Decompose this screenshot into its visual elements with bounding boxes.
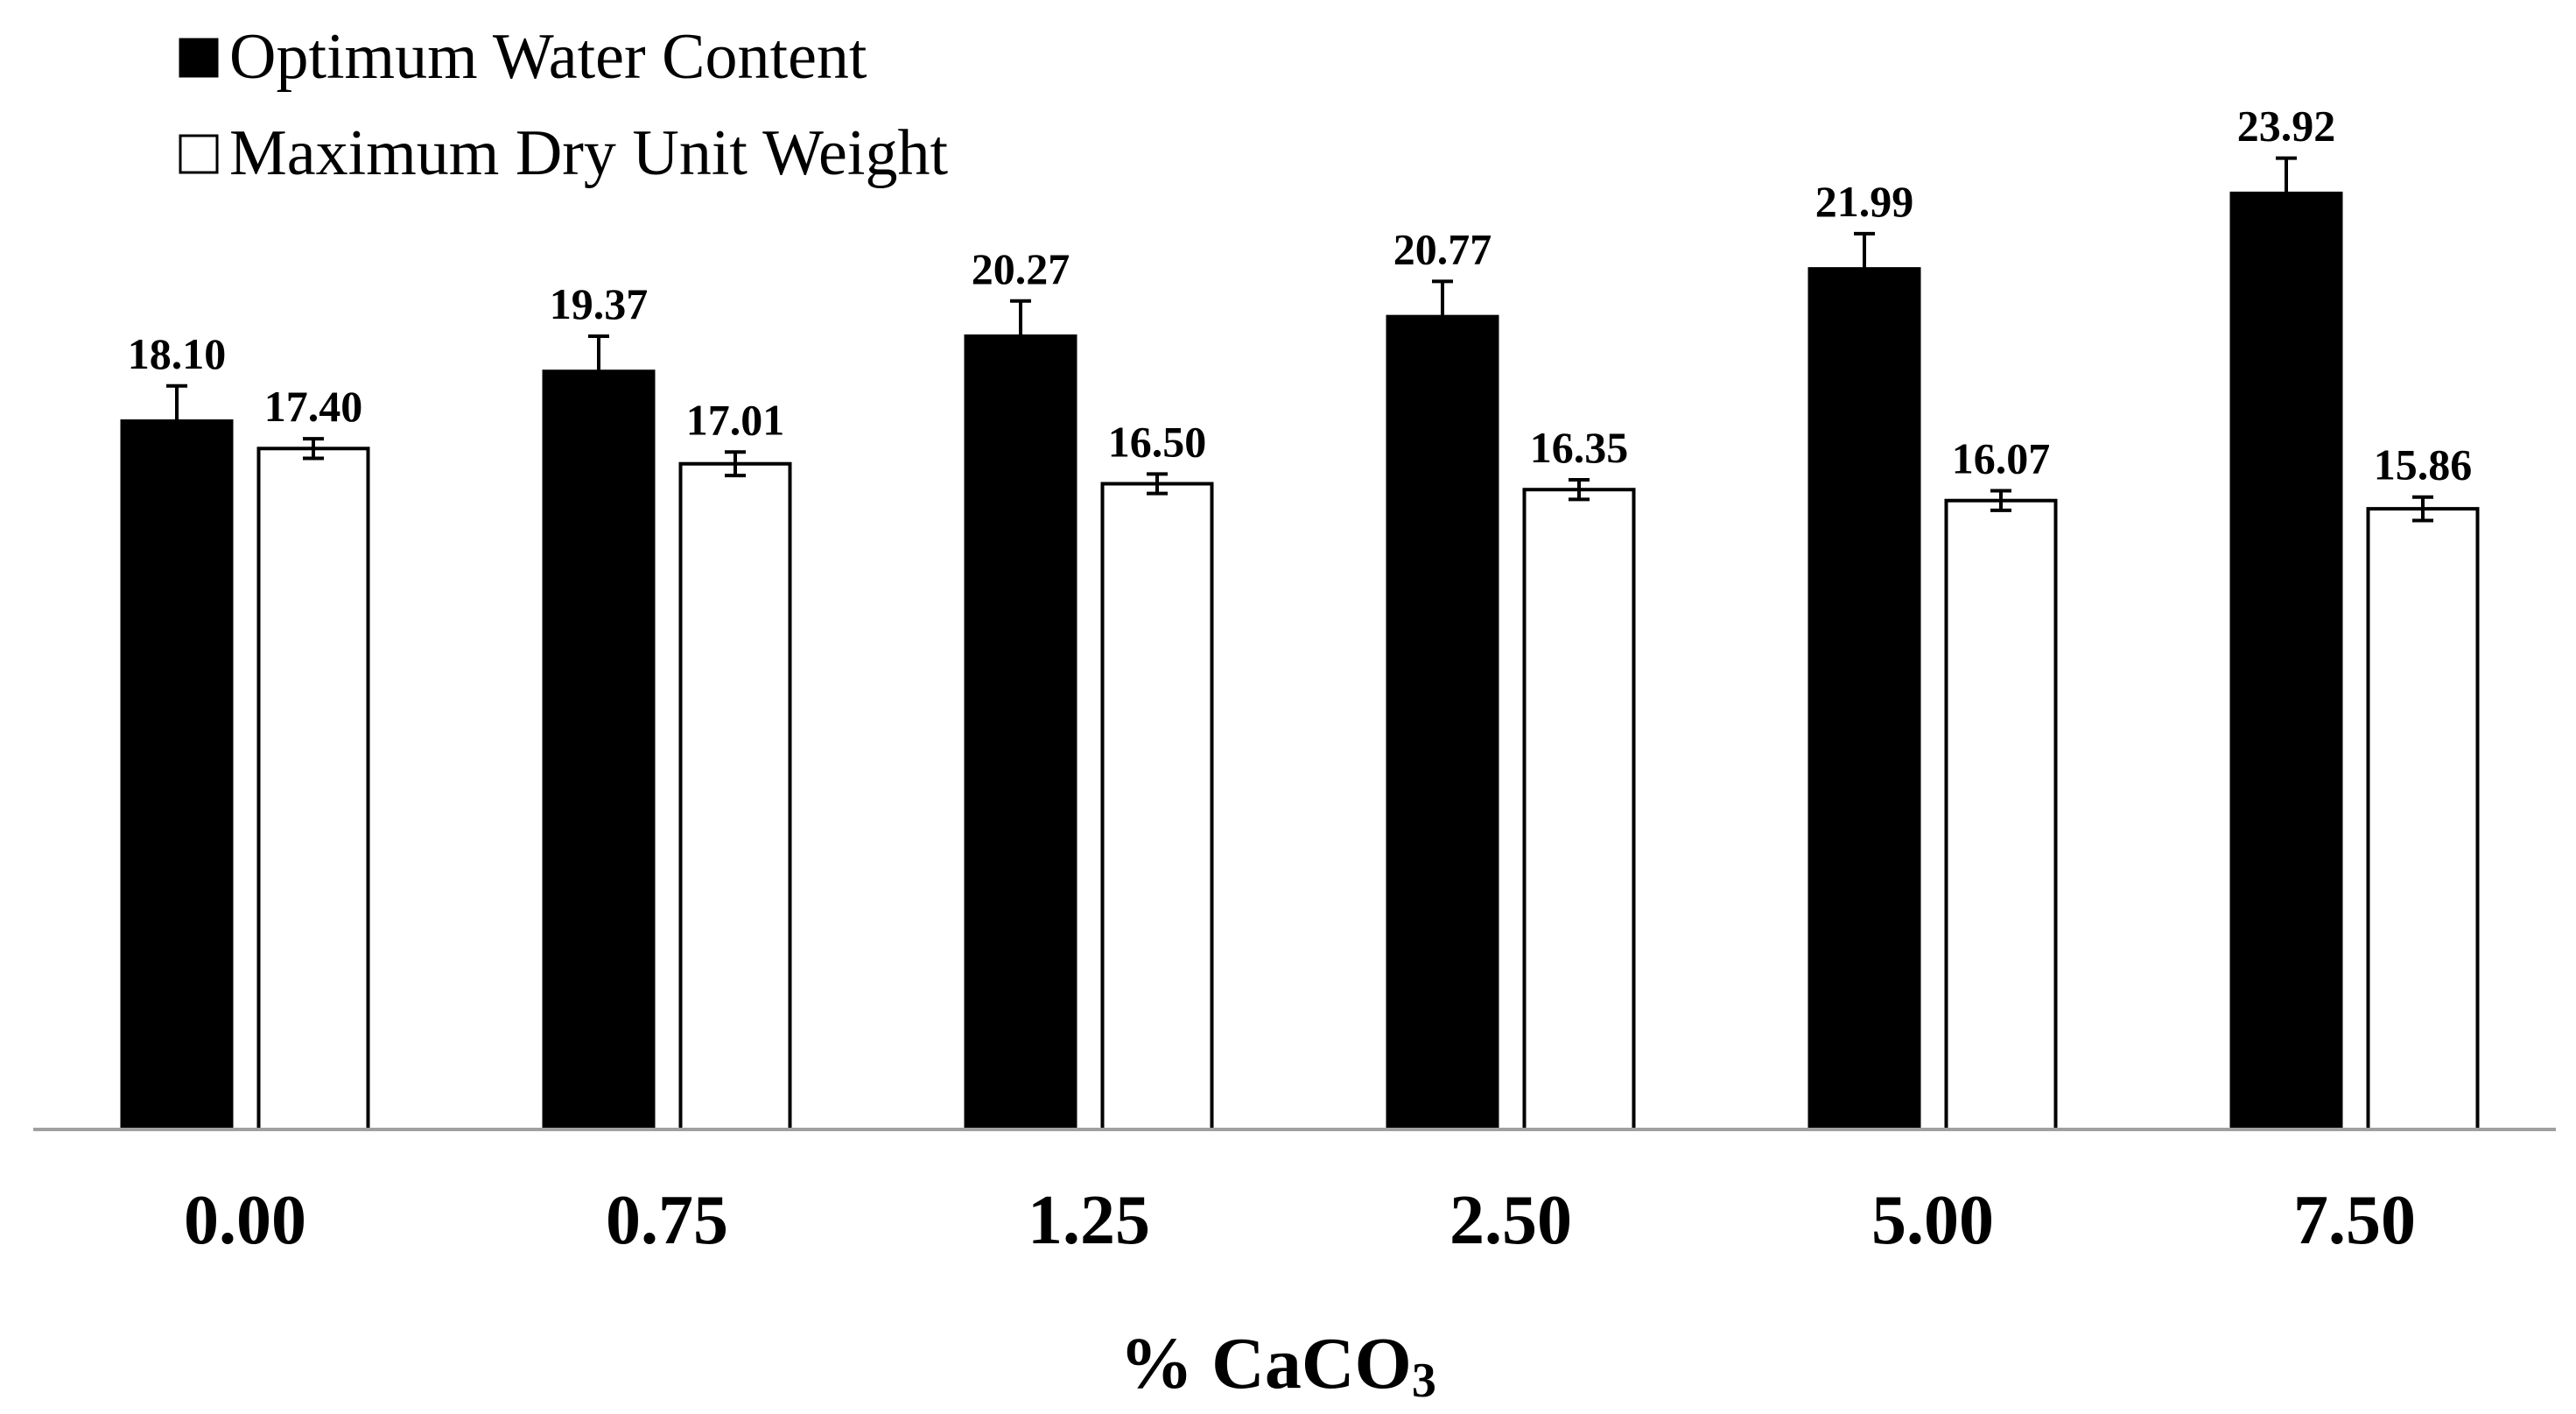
legend-label-maximum-dry-unit-weight: Maximum Dry Unit Weight — [229, 117, 948, 189]
bar-maximum-dry-unit-weight — [256, 447, 370, 1131]
value-label-optimum-water-content: 20.27 — [972, 244, 1070, 293]
value-label-optimum-water-content: 21.99 — [1815, 177, 1914, 226]
x-axis-title-subscript: 3 — [1412, 1354, 1436, 1408]
bar-optimum-water-content — [1807, 267, 1921, 1131]
error-bars-group — [166, 156, 2433, 523]
x-tick-label: 0.75 — [606, 1182, 728, 1259]
value-labels-group: 18.10 17.40 19.37 17.01 20.27 16.50 20.77 16.35… — [128, 102, 2473, 489]
legend-label-optimum-water-content: Optimum Water Content — [229, 21, 867, 93]
legend: Optimum Water Content Maximum Dry Unit W… — [179, 21, 948, 189]
bar-maximum-dry-unit-weight — [1522, 488, 1636, 1131]
x-tick-labels-group: 0.00 0.75 1.25 2.50 5.00 7.50 — [184, 1182, 2416, 1259]
bar-optimum-water-content — [1386, 314, 1499, 1131]
value-label-maximum-dry-unit-weight: 16.35 — [1530, 423, 1629, 472]
value-label-maximum-dry-unit-weight: 16.07 — [1952, 434, 2051, 483]
x-tick-label: 0.00 — [184, 1182, 306, 1259]
bar-optimum-water-content — [2229, 191, 2343, 1131]
value-label-optimum-water-content: 19.37 — [550, 279, 649, 328]
value-label-optimum-water-content: 23.92 — [2237, 102, 2336, 151]
legend-swatch-optimum-water-content — [179, 38, 219, 78]
x-tick-label: 2.50 — [1449, 1182, 1572, 1259]
bar-optimum-water-content — [964, 334, 1077, 1131]
x-axis-title: % CaCO3 — [1120, 1323, 1436, 1408]
value-label-maximum-dry-unit-weight: 16.50 — [1108, 417, 1207, 466]
x-tick-label: 1.25 — [1028, 1182, 1150, 1259]
value-label-optimum-water-content: 18.10 — [128, 329, 227, 378]
value-label-maximum-dry-unit-weight: 17.01 — [686, 395, 785, 444]
x-tick-label: 5.00 — [1871, 1182, 1994, 1259]
bar-optimum-water-content — [542, 369, 656, 1131]
x-axis-title-main: % CaCO — [1120, 1323, 1412, 1404]
bar-maximum-dry-unit-weight — [678, 461, 792, 1131]
bar-maximum-dry-unit-weight — [1100, 482, 1214, 1131]
bar-maximum-dry-unit-weight — [1944, 498, 2058, 1131]
value-label-maximum-dry-unit-weight: 15.86 — [2374, 440, 2473, 489]
legend-swatch-maximum-dry-unit-weight — [179, 134, 219, 174]
bar-optimum-water-content — [120, 419, 234, 1131]
bar-maximum-dry-unit-weight — [2366, 507, 2480, 1131]
value-label-optimum-water-content: 20.77 — [1393, 224, 1492, 273]
x-tick-label: 7.50 — [2293, 1182, 2416, 1259]
bars-group — [120, 191, 2480, 1131]
value-label-maximum-dry-unit-weight: 17.40 — [264, 382, 363, 431]
